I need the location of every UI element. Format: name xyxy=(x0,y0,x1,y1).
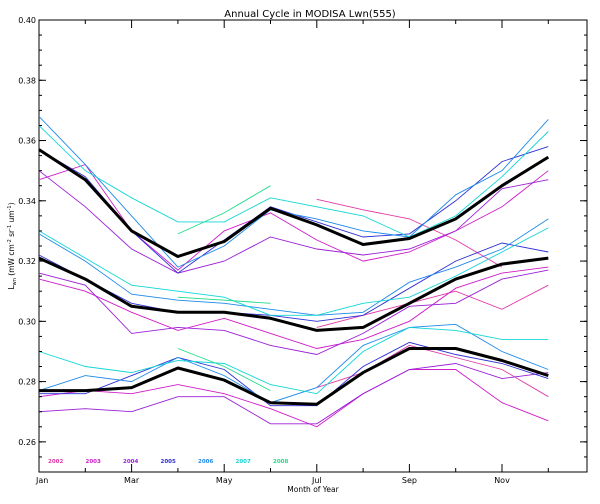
x-tick-label: Nov xyxy=(494,476,510,485)
series-line-2003-band-2 xyxy=(38,266,549,349)
y-tick-label: 0.38 xyxy=(18,76,36,85)
x-axis-label: Month of Year xyxy=(287,485,339,494)
series-line-2002-band-3 xyxy=(316,344,549,398)
y-tick-label: 0.32 xyxy=(18,257,36,266)
mean-line-band-3 xyxy=(39,347,549,406)
y-axis-label: Lwn (mW cm-2 sr-1 um-1) xyxy=(7,202,18,289)
legend-label-2005: 2005 xyxy=(161,459,176,465)
x-tick-label: Jul xyxy=(311,476,322,485)
series-line-2006-band-1 xyxy=(38,116,549,268)
y-tick-label: 0.36 xyxy=(18,137,36,146)
y-tick-label: 0.30 xyxy=(18,317,36,326)
x-tick-label: Jan xyxy=(35,476,48,485)
legend-label-2002: 2002 xyxy=(48,459,63,465)
series-line-2007-band-2 xyxy=(38,227,549,316)
series-line-2004-band-1 xyxy=(38,170,549,274)
series-line-2002-band-2 xyxy=(316,284,549,328)
y-tick-label: 0.26 xyxy=(18,438,36,447)
y-tick-label: 0.40 xyxy=(18,16,36,25)
mean-layer xyxy=(38,148,550,406)
series-line-2003-band-3 xyxy=(38,369,549,428)
chart-title: Annual Cycle in MODISA Lwn(555) xyxy=(224,9,396,20)
series-line-2008-band-3 xyxy=(177,348,271,391)
series-line-2007-band-1 xyxy=(38,125,549,238)
series-line-2005-band-2 xyxy=(38,242,549,322)
mean-line-band-1 xyxy=(38,148,550,258)
mean-line-band-2 xyxy=(38,256,549,332)
series-line-2004-band-2 xyxy=(38,269,549,355)
legend-label-2004: 2004 xyxy=(123,459,138,465)
series-line-2005-band-1 xyxy=(38,146,549,274)
series-line-2002-band-1 xyxy=(316,198,503,268)
series-line-2005-band-3 xyxy=(39,341,549,407)
series-line-2006-band-2 xyxy=(38,218,549,316)
series-layer xyxy=(38,116,549,428)
series-line-2003-band-1 xyxy=(38,164,549,271)
legend-label-2003: 2003 xyxy=(86,459,101,465)
series-line-2004-band-3 xyxy=(38,363,549,425)
y-tick-label: 0.28 xyxy=(18,378,36,387)
legend-label-2007: 2007 xyxy=(236,459,251,465)
series-line-2007-band-3 xyxy=(38,326,549,395)
x-tick-label: Sep xyxy=(402,476,417,485)
x-tick-label: May xyxy=(216,476,233,485)
ticks-layer: 0.26 0.28 0.30 0.32 0.34 0.36 0.38 0.40 Jan Mar Ma… xyxy=(18,16,587,485)
legend-label-2006: 2006 xyxy=(198,459,213,465)
series-line-2006-band-3 xyxy=(38,323,549,404)
series-line-2008-band-2 xyxy=(177,296,271,304)
x-tick-label: Mar xyxy=(124,476,140,485)
legend: 2002 2003 2004 2005 2006 2007 2008 xyxy=(48,459,288,465)
legend-label-2008: 2008 xyxy=(273,459,288,465)
series-line-2008-band-1 xyxy=(177,185,271,235)
y-tick-label: 0.34 xyxy=(18,197,36,206)
